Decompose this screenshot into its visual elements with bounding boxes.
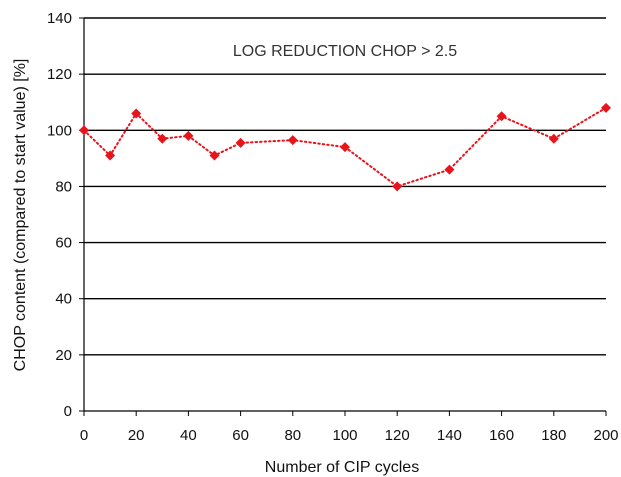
y-tick-label: 0 xyxy=(64,403,72,420)
data-point xyxy=(157,133,168,144)
y-tick-label: 140 xyxy=(47,10,72,27)
x-tick-label: 140 xyxy=(437,427,462,444)
grid-lines xyxy=(79,17,606,412)
series-line-0 xyxy=(83,106,607,188)
x-tick-label: 80 xyxy=(284,427,301,444)
data-point xyxy=(496,111,507,122)
y-tick-label: 60 xyxy=(55,235,72,252)
data-point xyxy=(131,108,142,119)
x-tick-label: 120 xyxy=(385,427,410,444)
data-point xyxy=(340,142,350,153)
chart-annotation: LOG REDUCTION CHOP > 2.5 xyxy=(233,43,457,60)
y-tick-labels: 0 20 40 60 80 100 120 140 xyxy=(47,10,72,420)
data-point xyxy=(601,102,611,113)
y-tick-label: 40 xyxy=(55,291,72,308)
x-tick-label: 160 xyxy=(489,427,514,444)
data-point xyxy=(79,125,89,136)
x-tick-label: 60 xyxy=(232,427,249,444)
data-point xyxy=(235,137,246,148)
data-point xyxy=(392,181,403,192)
y-tick-label: 80 xyxy=(55,178,72,195)
x-tick-labels: 0 20 40 60 80 100 120 140 160 180 200 xyxy=(80,427,619,444)
data-point xyxy=(209,150,220,161)
x-axis-title: Number of CIP cycles xyxy=(265,459,419,476)
y-tick-label: 100 xyxy=(47,122,72,139)
x-tick-label: 20 xyxy=(128,427,145,444)
data-point xyxy=(183,130,194,141)
x-tick-label: 180 xyxy=(541,427,566,444)
x-tick-label: 0 xyxy=(80,427,88,444)
y-tick-label: 120 xyxy=(47,66,72,83)
data-point xyxy=(444,164,455,175)
x-tick-label: 200 xyxy=(593,427,618,444)
y-axis-title: CHOP content (compared to start value) [… xyxy=(12,59,29,372)
x-tick-label: 100 xyxy=(332,427,357,444)
x-tick-label: 40 xyxy=(180,427,197,444)
axes xyxy=(83,18,607,416)
data-series xyxy=(79,102,611,192)
data-point xyxy=(548,133,559,144)
data-point xyxy=(287,135,298,146)
data-point xyxy=(105,150,116,161)
y-tick-label: 20 xyxy=(55,347,72,364)
